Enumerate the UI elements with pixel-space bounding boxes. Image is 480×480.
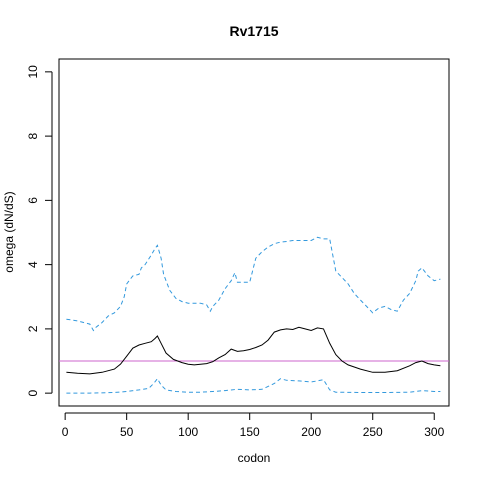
x-axis: 0 50 100 150 200 250 300 — [62, 412, 445, 439]
y-axis: 0 2 4 6 8 10 — [26, 65, 53, 396]
y-tick-label: 2 — [26, 325, 40, 332]
x-axis-label: codon — [238, 451, 271, 465]
series-line-3 — [66, 377, 441, 394]
x-tick-label: 300 — [424, 425, 444, 439]
x-tick-label: 100 — [178, 425, 198, 439]
series-line-1 — [66, 326, 441, 375]
y-tick-label: 0 — [26, 389, 40, 396]
x-tick-label: 250 — [363, 425, 383, 439]
x-tick-label: 50 — [120, 425, 134, 439]
series-layer — [66, 236, 441, 394]
chart-title: Rv1715 — [229, 23, 278, 39]
y-tick-label: 4 — [26, 261, 40, 268]
y-axis-label: omega (dN/dS) — [2, 191, 16, 272]
x-tick-label: 150 — [240, 425, 260, 439]
series-line-2 — [66, 236, 441, 332]
y-tick-label: 6 — [26, 197, 40, 204]
plot-frame — [58, 58, 450, 407]
x-tick-label: 0 — [62, 425, 69, 439]
y-tick-label: 10 — [26, 65, 40, 79]
y-tick-label: 8 — [26, 132, 40, 139]
x-tick-label: 200 — [301, 425, 321, 439]
